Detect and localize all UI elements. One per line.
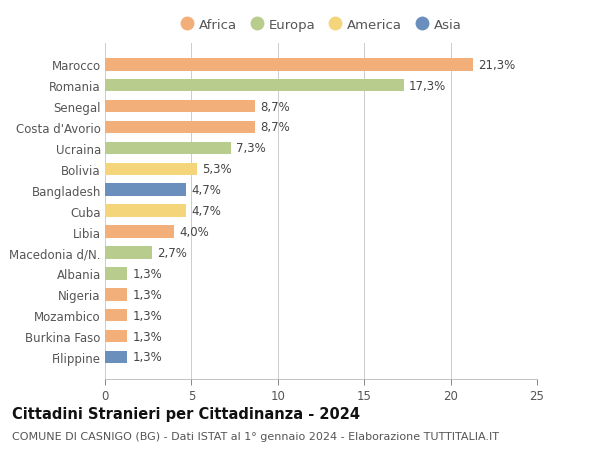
Bar xyxy=(105,184,186,196)
Bar xyxy=(105,163,197,176)
Text: 4,7%: 4,7% xyxy=(191,205,221,218)
Bar xyxy=(105,122,256,134)
Text: 1,3%: 1,3% xyxy=(133,330,163,343)
Bar xyxy=(105,330,127,342)
Text: 1,3%: 1,3% xyxy=(133,309,163,322)
Bar xyxy=(105,268,127,280)
Text: 4,0%: 4,0% xyxy=(179,225,209,239)
Bar xyxy=(105,226,174,238)
Text: 1,3%: 1,3% xyxy=(133,267,163,280)
Bar xyxy=(105,101,256,113)
Text: 7,3%: 7,3% xyxy=(236,142,266,155)
Text: 21,3%: 21,3% xyxy=(478,59,515,72)
Text: Cittadini Stranieri per Cittadinanza - 2024: Cittadini Stranieri per Cittadinanza - 2… xyxy=(12,406,360,421)
Bar xyxy=(105,246,152,259)
Text: 8,7%: 8,7% xyxy=(260,101,290,113)
Bar xyxy=(105,142,231,155)
Bar xyxy=(105,205,186,218)
Bar xyxy=(105,59,473,71)
Text: 17,3%: 17,3% xyxy=(409,79,446,92)
Bar xyxy=(105,80,404,92)
Text: 4,7%: 4,7% xyxy=(191,184,221,197)
Bar xyxy=(105,288,127,301)
Bar xyxy=(105,309,127,322)
Text: 5,3%: 5,3% xyxy=(202,163,232,176)
Text: 1,3%: 1,3% xyxy=(133,288,163,301)
Text: 1,3%: 1,3% xyxy=(133,351,163,364)
Text: COMUNE DI CASNIGO (BG) - Dati ISTAT al 1° gennaio 2024 - Elaborazione TUTTITALIA: COMUNE DI CASNIGO (BG) - Dati ISTAT al 1… xyxy=(12,431,499,442)
Text: 8,7%: 8,7% xyxy=(260,121,290,134)
Legend: Africa, Europa, America, Asia: Africa, Europa, America, Asia xyxy=(175,13,467,37)
Bar xyxy=(105,351,127,364)
Text: 2,7%: 2,7% xyxy=(157,246,187,259)
